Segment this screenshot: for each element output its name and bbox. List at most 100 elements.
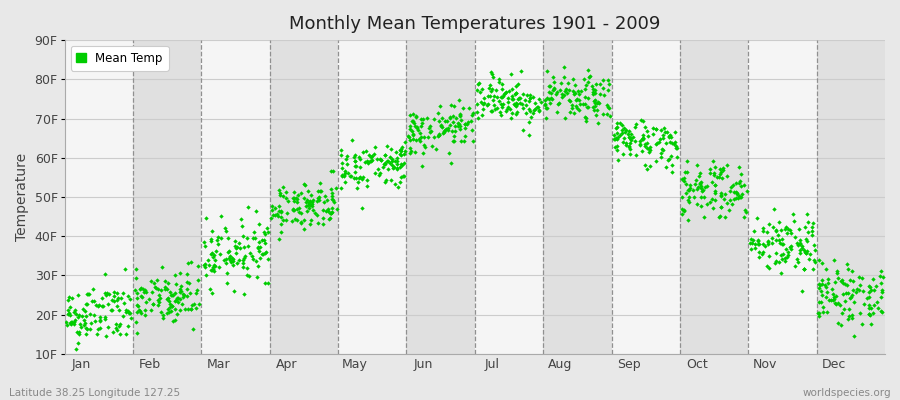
Point xyxy=(65,294,79,301)
Point xyxy=(589,97,603,103)
Point xyxy=(256,250,270,257)
Point xyxy=(679,169,693,175)
Point xyxy=(481,93,495,99)
Point xyxy=(323,214,338,221)
Point xyxy=(130,266,144,272)
Point xyxy=(235,233,249,240)
Point xyxy=(494,111,508,118)
Point xyxy=(393,179,408,186)
Point xyxy=(780,249,795,256)
Point xyxy=(476,101,491,108)
Point xyxy=(722,207,736,213)
Point xyxy=(98,289,112,296)
Point xyxy=(828,300,842,306)
Point xyxy=(508,91,522,97)
Point xyxy=(597,92,611,98)
Point xyxy=(436,129,451,136)
Point xyxy=(240,243,255,250)
Point xyxy=(79,301,94,307)
Point xyxy=(305,203,320,209)
Point xyxy=(484,108,499,115)
Point xyxy=(198,243,212,250)
Point xyxy=(67,309,81,315)
Point xyxy=(76,313,90,320)
Point xyxy=(297,217,311,223)
Point xyxy=(85,298,99,304)
Point xyxy=(767,206,781,212)
Point xyxy=(633,138,647,144)
Point xyxy=(735,191,750,197)
Point xyxy=(475,106,490,112)
Point xyxy=(756,248,770,255)
Point xyxy=(526,110,540,116)
Point xyxy=(616,138,630,145)
Point xyxy=(360,158,374,164)
Point xyxy=(454,112,468,118)
Point xyxy=(874,308,888,314)
Point xyxy=(566,76,580,82)
Point xyxy=(714,193,728,200)
Point xyxy=(493,101,508,108)
Point xyxy=(99,292,113,298)
Point xyxy=(106,293,121,300)
Point xyxy=(601,81,616,88)
Point xyxy=(348,163,363,170)
Point xyxy=(534,99,548,106)
Point xyxy=(239,271,254,278)
Point xyxy=(676,207,690,214)
Point xyxy=(771,219,786,225)
Point xyxy=(542,96,556,102)
Point xyxy=(61,311,76,317)
Point xyxy=(811,310,825,317)
Point xyxy=(862,311,877,317)
Point xyxy=(392,151,407,157)
Point xyxy=(174,288,188,294)
Point xyxy=(724,184,738,190)
Point xyxy=(184,259,198,265)
Point xyxy=(830,268,844,274)
Point xyxy=(167,298,182,305)
Bar xyxy=(407,40,475,354)
Point xyxy=(59,318,74,325)
Point xyxy=(850,286,864,292)
Point xyxy=(198,261,212,267)
Point xyxy=(774,227,788,233)
Point xyxy=(110,290,124,296)
Point xyxy=(839,290,853,296)
Point xyxy=(862,311,877,317)
Point xyxy=(230,260,244,266)
Point xyxy=(105,296,120,303)
Point xyxy=(618,129,633,135)
Point xyxy=(258,230,273,237)
Point xyxy=(580,103,594,110)
Point xyxy=(788,263,802,270)
Point xyxy=(60,307,75,314)
Point xyxy=(384,177,399,184)
Point xyxy=(656,132,670,138)
Point xyxy=(353,174,367,180)
Point xyxy=(170,310,184,317)
Point xyxy=(62,310,77,316)
Point xyxy=(864,305,878,311)
Point xyxy=(751,241,765,247)
Point xyxy=(136,286,150,292)
Point xyxy=(765,234,779,241)
Point xyxy=(122,310,137,316)
Point xyxy=(798,248,813,255)
Point xyxy=(327,199,341,206)
Point xyxy=(649,126,663,132)
Point xyxy=(707,170,722,177)
Point xyxy=(572,91,586,98)
Point xyxy=(470,109,484,115)
Point xyxy=(130,295,145,301)
Point xyxy=(320,197,334,203)
Point xyxy=(448,115,463,122)
Point xyxy=(683,185,698,192)
Point xyxy=(544,96,559,102)
Point xyxy=(635,148,650,154)
Point xyxy=(414,134,428,140)
Point xyxy=(837,306,851,312)
Point xyxy=(66,356,80,362)
Point xyxy=(437,128,452,134)
Point xyxy=(521,97,535,104)
